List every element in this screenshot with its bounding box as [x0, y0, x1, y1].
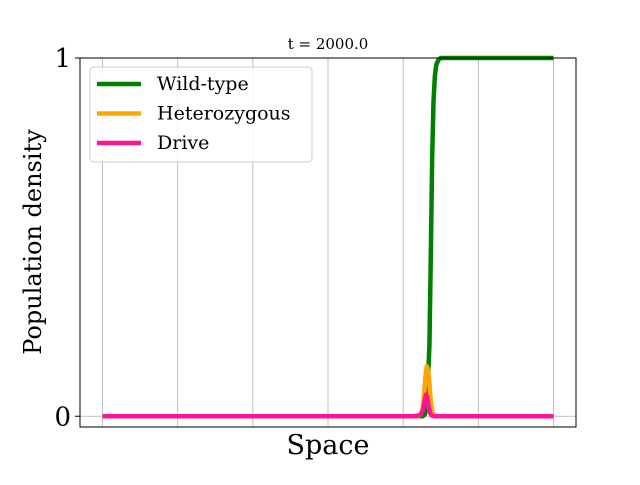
y-axis-ticks: 01 — [54, 44, 80, 432]
series-line-drive — [102, 392, 554, 419]
legend-label: Heterozygous — [157, 103, 291, 125]
legend: Wild-type Heterozygous Drive — [89, 66, 313, 163]
legend-label: Drive — [157, 132, 209, 154]
y-tick-label: 1 — [54, 44, 71, 74]
y-axis-label: Population density — [19, 129, 47, 355]
chart-title: t = 2000.0 — [288, 35, 369, 53]
x-axis-label: Space — [287, 430, 370, 461]
plot-frame — [79, 57, 577, 428]
legend-label: Wild-type — [157, 73, 249, 95]
legend-box — [89, 66, 313, 163]
y-tick-label: 0 — [54, 402, 71, 432]
